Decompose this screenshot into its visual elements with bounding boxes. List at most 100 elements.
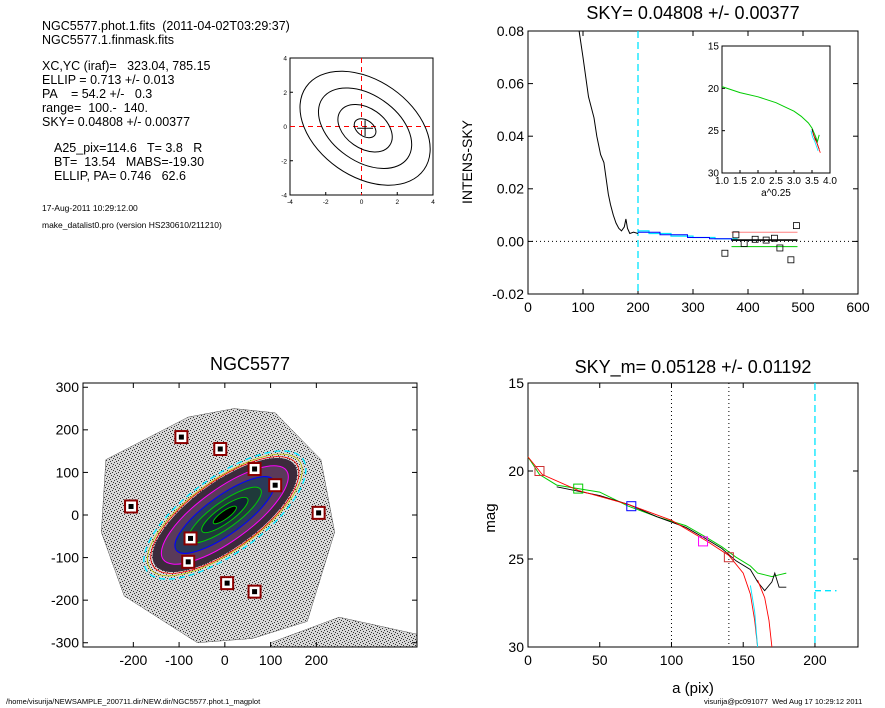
sb-y-label: 30 (508, 639, 524, 655)
mask-square-core (224, 580, 230, 586)
contour-y-label: 0 (283, 124, 287, 131)
result-ellip-pa: ELLIP, PA= 0.746 62.6 (54, 169, 186, 183)
galaxy-x-label: -100 (165, 652, 193, 668)
galaxy-x-label: 100 (259, 652, 283, 668)
sky-x-label: 400 (736, 299, 760, 315)
sb-y-label: 25 (508, 551, 524, 567)
sb-marker (534, 466, 545, 476)
sb-ylabel: mag (482, 503, 499, 532)
param-ellip: ELLIP = 0.713 +/- 0.013 (42, 73, 175, 87)
contour-x-label: 2 (395, 199, 399, 206)
mask-square-core (188, 535, 194, 541)
sky-y-label: -0.02 (492, 286, 524, 302)
inset-y-label: 15 (708, 42, 720, 53)
galaxy-y-label: -200 (51, 592, 79, 608)
contour-y-label: -4 (281, 193, 287, 200)
sky-point (793, 222, 800, 230)
galaxy-y-label: 100 (56, 464, 80, 480)
program-stamp: make_datalist0.pro (version HS230610/211… (42, 220, 222, 230)
sky-x-label: 0 (524, 299, 532, 315)
sky-point (762, 236, 770, 244)
contour-x-label: -2 (323, 199, 329, 206)
contour-x-label: 0 (360, 199, 364, 206)
result-bt: BT= 13.54 MABS=-19.30 (54, 155, 205, 169)
contour-y-label: 2 (283, 90, 287, 97)
galaxy-y-label: 200 (56, 422, 80, 438)
inset-x-label: 3.5 (805, 176, 819, 187)
footer-user: visurija@pc091077 Wed Aug 17 10:29:12 20… (704, 697, 863, 706)
sb-frame (527, 382, 859, 648)
sb-y-label: 15 (508, 375, 524, 391)
galaxy-title: NGC5577 (210, 354, 290, 374)
sb-xlabel: a (pix) (672, 680, 714, 697)
inset-x-label: 1.5 (733, 176, 747, 187)
sky-title: SKY= 0.04808 +/- 0.00377 (586, 3, 799, 23)
header-line-1: NGC5577.phot.1.fits (2011-04-02T03:29:37… (42, 19, 290, 33)
mask-square-core (252, 466, 258, 472)
sky-y-label: 0.04 (497, 128, 524, 144)
param-pa: PA = 54.2 +/- 0.3 (42, 87, 153, 101)
galaxy-x-label: 0 (221, 652, 229, 668)
galaxy-x-label: 200 (305, 652, 329, 668)
date-stamp: 17-Aug-2011 10:29:12.00 (42, 203, 138, 213)
sb-red-line-2 (757, 579, 773, 648)
sb-cyan-line (749, 585, 759, 648)
inset-y-label: 30 (708, 169, 720, 180)
footer-path: /home/visurija/NEWSAMPLE_200711.dir/NEW.… (6, 697, 261, 706)
sky-point (776, 244, 784, 252)
inset-xlabel: a^0.25 (761, 188, 791, 199)
sb-red-line (527, 456, 759, 648)
galaxy-y-label: -300 (51, 635, 79, 651)
sky-point (721, 249, 729, 257)
contour-level-2 (317, 87, 413, 169)
galaxy-yellow-ellipse (147, 453, 303, 577)
contour-x-label: -4 (287, 199, 293, 206)
sky-y-label: 0.06 (497, 76, 524, 92)
param-range: range= 100.- 140. (42, 101, 148, 115)
galaxy-field-corner (270, 616, 417, 647)
sky-point (732, 231, 740, 239)
contour-level-1 (337, 103, 393, 153)
sky-y-label: 0.08 (497, 23, 524, 39)
inset-x-label: 1.0 (715, 176, 729, 187)
galaxy-image-group (101, 408, 417, 647)
sb-marker (626, 501, 637, 512)
param-sky: SKY= 0.04808 +/- 0.00377 (42, 115, 191, 129)
inset-y-label: 25 (708, 126, 720, 137)
sky-x-label: 300 (681, 299, 705, 315)
galaxy-isophote-5 (212, 505, 237, 525)
sky-profile-line (578, 30, 639, 235)
sky-x-label: 500 (791, 299, 815, 315)
sb-x-label: 0 (524, 652, 532, 668)
inset-x-label: 2.0 (751, 176, 765, 187)
mask-square-core (178, 434, 184, 440)
sky-point (751, 235, 759, 243)
mask-square-core (272, 482, 278, 488)
sb-y-label: 20 (508, 463, 524, 479)
inset-frame (721, 45, 831, 174)
inset-x-label: 2.5 (769, 176, 783, 187)
mask-square-core (316, 510, 322, 516)
sky-cyan-line (638, 230, 759, 241)
sb-black-line (556, 486, 787, 592)
sb-marker (723, 552, 734, 563)
inset-y-label: 20 (708, 84, 720, 95)
contour-level-0 (353, 118, 377, 139)
contour-level-3 (299, 70, 431, 186)
mask-square-core (252, 589, 258, 595)
sb-marker (698, 536, 709, 547)
sky-y-label: 0.02 (497, 181, 524, 197)
sb-title: SKY_m= 0.05128 +/- 0.01192 (575, 357, 812, 378)
sky-x-label: 200 (626, 299, 650, 315)
inset-x-label: 3.0 (787, 176, 801, 187)
galaxy-y-label: 0 (71, 507, 79, 523)
header-line-2: NGC5577.1.finmask.fits (42, 33, 174, 47)
contour-y-label: -2 (281, 158, 287, 165)
sb-marker (573, 483, 584, 494)
inset-cyan-tail (810, 130, 819, 152)
sky-point (740, 240, 748, 247)
sky-point (771, 234, 778, 242)
inset-x-label: 4.0 (823, 176, 837, 187)
contour-y-label: 4 (283, 56, 287, 63)
